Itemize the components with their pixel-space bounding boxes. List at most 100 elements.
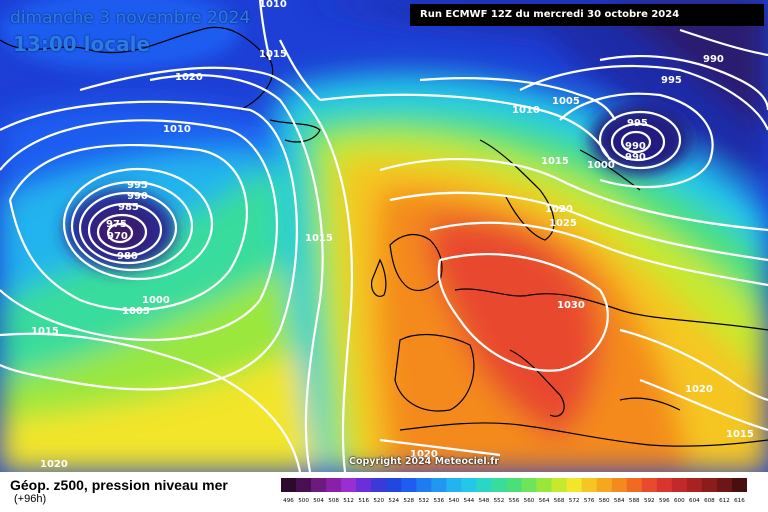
- isobar-label: 1015: [31, 326, 59, 337]
- isobar-label: 995: [627, 118, 648, 129]
- isobar-label: 975: [106, 219, 127, 230]
- colorbar-tick-label: 520: [373, 498, 384, 504]
- colorbar-swatch: [521, 478, 537, 492]
- colorbar-tick-label: 524: [388, 498, 399, 504]
- forecast-date: dimanche 3 novembre 2024: [10, 8, 251, 28]
- colorbar-swatch: [356, 478, 372, 492]
- isobar-label: 1020: [545, 204, 573, 215]
- colorbar-tick-label: 500: [298, 498, 309, 504]
- colorbar-swatch: [506, 478, 522, 492]
- colorbar-swatch: [716, 478, 733, 492]
- product-title: Géop. z500, pression niveau mer: [10, 477, 228, 493]
- colorbar-tick-label: 528: [403, 498, 414, 504]
- colorbar-tick-label: 568: [554, 498, 565, 504]
- isobar-1000: [8, 143, 248, 312]
- colorbar-swatch: [461, 478, 477, 492]
- colorbar-tick-label: 508: [328, 498, 339, 504]
- colorbar-tick-label: 516: [358, 498, 369, 504]
- isobar-label: 995: [127, 180, 148, 191]
- greenland-coast: [0, 26, 274, 111]
- colorbar-tick-label: 600: [674, 498, 685, 504]
- colorbar-tick-label: 556: [509, 498, 520, 504]
- colorbar-tick-label: 552: [494, 498, 505, 504]
- copyright-notice: Copyright 2024 Meteociel.fr: [349, 456, 500, 467]
- weather-map: 1010 1015 1020 1010 995 990 985 975 970 …: [0, 0, 768, 472]
- colorbar-tick-label: 596: [659, 498, 670, 504]
- isobar-1020-bottom: [379, 438, 501, 457]
- forecast-time: 13:00 locale: [13, 32, 150, 56]
- isobar-label: 1015: [541, 156, 569, 167]
- colorbar-tick-label: 544: [464, 498, 475, 504]
- colorbar-tick-label: 576: [584, 498, 595, 504]
- isobar-1015-mid: [149, 74, 324, 472]
- isobar-970: [106, 222, 134, 244]
- colorbar-swatch: [701, 478, 718, 492]
- geopotential-shading: [0, 0, 768, 472]
- isobar-995: [62, 167, 214, 281]
- colorbar-swatch: [611, 478, 628, 492]
- colorbar-swatch: [476, 478, 492, 492]
- isobar-990: [70, 180, 194, 272]
- colorbar-swatch: [371, 478, 387, 492]
- colorbar-tick-label: 580: [599, 498, 610, 504]
- isobar-1015-se: [639, 378, 768, 432]
- colorbar-swatch: [656, 478, 673, 492]
- colorbar-tick-label: 588: [629, 498, 640, 504]
- isobar-label: 990: [127, 191, 148, 202]
- isobar-label: 970: [107, 231, 128, 242]
- colorbar-swatch: [386, 478, 402, 492]
- colorbar-tick-label: 608: [704, 498, 715, 504]
- colorbar-swatch: [281, 478, 297, 492]
- isobar-975: [96, 213, 148, 251]
- colorbar-tick-label: 548: [479, 498, 490, 504]
- colorbar-swatch: [536, 478, 552, 492]
- isobar-1020-e: [619, 328, 768, 402]
- isobar-1020: [79, 66, 353, 472]
- isobar-995-ne: [598, 110, 682, 170]
- isobar-985-ne: [620, 130, 652, 154]
- isobar-label: 980: [117, 251, 138, 262]
- isobar-label: 1020: [685, 384, 713, 395]
- model-run-info: Run ECMWF 12Z du mercredi 30 octobre 202…: [410, 4, 764, 26]
- isobar-label: 990: [625, 152, 646, 163]
- colorbar-swatch: [731, 478, 747, 492]
- isobar-label: 1015: [305, 233, 333, 244]
- isobar-label: 1030: [557, 300, 585, 311]
- colorbar-swatch: [431, 478, 447, 492]
- colorbar-swatch: [311, 478, 327, 492]
- isobar-1015-nsea: [379, 158, 768, 232]
- isobar-label: 1020: [40, 459, 68, 470]
- isobar-label: 1015: [726, 429, 754, 440]
- colorbar-tick-label: 496: [283, 498, 294, 504]
- isobar-label: 1000: [142, 295, 170, 306]
- iberia-coast: [394, 334, 475, 412]
- colorbar-swatch: [596, 478, 613, 492]
- colorbar-swatch: [671, 478, 688, 492]
- isobar-label: 1015: [259, 49, 287, 60]
- isobar-1005: [0, 119, 278, 342]
- colorbar-swatch: [491, 478, 507, 492]
- isobar-label: 1020: [410, 449, 438, 460]
- colorbar-tick-label: 564: [539, 498, 550, 504]
- forecast-lead-time: (+96h): [14, 493, 47, 505]
- colorbar-swatch: [626, 478, 643, 492]
- iceland-coast: [269, 119, 321, 143]
- colorbar-swatch: [446, 478, 462, 492]
- isobar-1030: [437, 253, 609, 372]
- isobar-1010: [0, 100, 298, 391]
- isobar-label: 1020: [175, 72, 203, 83]
- italy-coast: [509, 349, 565, 417]
- colorbar-tick-label: 536: [433, 498, 444, 504]
- isobar-1015-sw: [0, 332, 302, 472]
- colorbar-swatch: [641, 478, 658, 492]
- isobar-label: 1010: [259, 0, 287, 10]
- greece-coast: [619, 397, 681, 411]
- colorbar-tick-label: 584: [614, 498, 625, 504]
- colorbar-swatch: [551, 478, 568, 492]
- isobar-1010-top: [258, 0, 272, 61]
- isobar-label: 1025: [549, 218, 577, 229]
- isobar-990-tr: [679, 28, 768, 57]
- colorbar-tick-label: 512: [343, 498, 354, 504]
- isobar-label: 985: [118, 202, 139, 213]
- isobar-label: 1000: [587, 160, 615, 171]
